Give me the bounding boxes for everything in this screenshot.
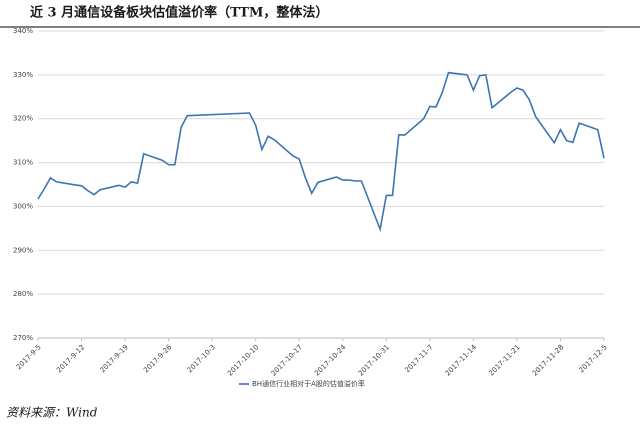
x-tick-label: 2017-9-12 <box>55 343 86 374</box>
y-tick-label: 320% <box>13 115 33 123</box>
y-tick-label: 330% <box>13 71 33 79</box>
x-tick-label: 2017-10-24 <box>313 343 348 378</box>
x-tick-label: 2017-11-21 <box>487 343 521 377</box>
x-tick-label: 2017-9-19 <box>99 343 130 374</box>
y-tick-label: 270% <box>13 334 33 342</box>
y-tick-label: 300% <box>13 202 33 210</box>
x-tick-label: 2017-10-31 <box>357 343 391 377</box>
data-line <box>37 71 605 233</box>
legend-label: BH通信行业相对于A股的估值溢价率 <box>252 379 365 388</box>
chart-title: 近 3 月通信设备板块估值溢价率（TTM，整体法） <box>30 5 328 21</box>
y-tick-label: 310% <box>13 159 33 167</box>
y-tick-label: 340% <box>13 27 33 35</box>
source-note: 资料来源：Wind <box>6 406 98 420</box>
x-tick-label: 2017-10-3 <box>186 343 217 374</box>
x-tick-label: 2017-10-10 <box>226 343 260 377</box>
x-tick-label: 2017-9-26 <box>142 343 174 375</box>
x-tick-label: 2017-11-7 <box>403 343 434 374</box>
x-tick-label: 2017-11-14 <box>444 343 479 378</box>
x-tick-label: 2017-10-17 <box>270 343 304 377</box>
x-tick-label: 2017-9-5 <box>15 343 43 371</box>
y-tick-label: 280% <box>13 290 33 298</box>
x-tick-label: 2017-12-5 <box>578 343 609 374</box>
x-tick-label: 2017-11-28 <box>531 343 565 377</box>
y-tick-label: 290% <box>13 246 33 254</box>
